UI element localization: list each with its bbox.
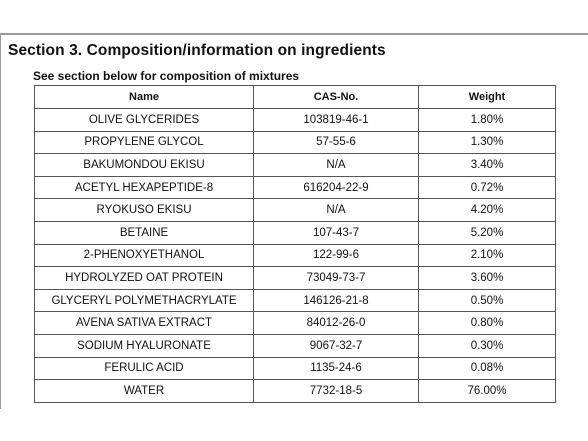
cell-weight: 1.30% (418, 130, 556, 155)
table-row: ACETYL HEXAPEPTIDE-8 616204-22-9 0.72% (34, 175, 556, 200)
cell-cas-no: 9067-32-7 (253, 333, 419, 358)
cell-weight: 2.10% (418, 243, 556, 268)
column-header-weight: Weight (418, 85, 556, 109)
cell-cas-no: 84012-26-0 (253, 311, 419, 335)
table-row: PROPYLENE GLYCOL 57-55-6 1.30% (34, 130, 556, 155)
cell-name: GLYCERYL POLYMETHACRYLATE (34, 288, 254, 313)
cell-cas-no: 73049-73-7 (253, 266, 419, 290)
cell-cas-no: 103819-46-1 (253, 108, 419, 132)
cell-cas-no: 107-43-7 (253, 220, 419, 245)
column-header-name: Name (34, 85, 254, 109)
cell-name: PROPYLENE GLYCOL (34, 130, 254, 155)
cell-weight: 0.50% (418, 288, 556, 313)
cell-cas-no: N/A (253, 198, 419, 222)
cell-cas-no: 122-99-6 (253, 243, 419, 268)
cell-weight: 4.20% (418, 198, 556, 222)
table-row: OLIVE GLYCERIDES 103819-46-1 1.80% (34, 108, 556, 132)
section-subtitle: See section below for composition of mix… (33, 69, 300, 83)
cell-weight: 0.80% (418, 311, 556, 335)
cell-name: HYDROLYZED OAT PROTEIN (34, 266, 254, 290)
cell-name: OLIVE GLYCERIDES (34, 108, 254, 132)
cell-cas-no: 7732-18-5 (253, 379, 419, 403)
cell-cas-no: 146126-21-8 (253, 288, 419, 313)
cell-weight: 0.08% (418, 356, 556, 381)
cell-weight: 3.60% (418, 266, 556, 290)
cell-name: FERULIC ACID (34, 356, 254, 381)
section-frame (0, 33, 588, 409)
cell-weight: 0.30% (418, 333, 556, 358)
table-row: BAKUMONDOU EKISU N/A 3.40% (34, 153, 556, 177)
cell-cas-no: 1135-24-6 (253, 356, 419, 381)
table-header-row: Name CAS-No. Weight (34, 85, 556, 109)
cell-cas-no: 616204-22-9 (253, 175, 419, 200)
cell-weight: 3.40% (418, 153, 556, 177)
table-row: RYOKUSO EKISU N/A 4.20% (34, 198, 556, 222)
cell-name: BAKUMONDOU EKISU (34, 153, 254, 177)
cell-name: AVENA SATIVA EXTRACT (34, 311, 254, 335)
cell-weight: 76.00% (418, 379, 556, 403)
table-row: SODIUM HYALURONATE 9067-32-7 0.30% (34, 333, 556, 358)
cell-name: ACETYL HEXAPEPTIDE-8 (34, 175, 254, 200)
cell-cas-no: N/A (253, 153, 419, 177)
cell-name: 2-PHENOXYETHANOL (34, 243, 254, 268)
cell-name: RYOKUSO EKISU (34, 198, 254, 222)
cell-name: BETAINE (34, 220, 254, 245)
table-row: AVENA SATIVA EXTRACT 84012-26-0 0.80% (34, 311, 556, 335)
table-row: WATER 7732-18-5 76.00% (34, 379, 556, 403)
cell-name: SODIUM HYALURONATE (34, 333, 254, 358)
table-row: HYDROLYZED OAT PROTEIN 73049-73-7 3.60% (34, 266, 556, 290)
ingredients-table: Name CAS-No. Weight OLIVE GLYCERIDES 103… (34, 85, 556, 403)
table-row: FERULIC ACID 1135-24-6 0.08% (34, 356, 556, 381)
table-row: GLYCERYL POLYMETHACRYLATE 146126-21-8 0.… (34, 288, 556, 313)
cell-cas-no: 57-55-6 (253, 130, 419, 155)
column-header-cas-no: CAS-No. (253, 85, 419, 109)
cell-weight: 0.72% (418, 175, 556, 200)
cell-name: WATER (34, 379, 254, 403)
table-row: BETAINE 107-43-7 5.20% (34, 220, 556, 245)
section-title: Section 3. Composition/information on in… (8, 42, 386, 59)
cell-weight: 1.80% (418, 108, 556, 132)
cell-weight: 5.20% (418, 220, 556, 245)
table-row: 2-PHENOXYETHANOL 122-99-6 2.10% (34, 243, 556, 268)
